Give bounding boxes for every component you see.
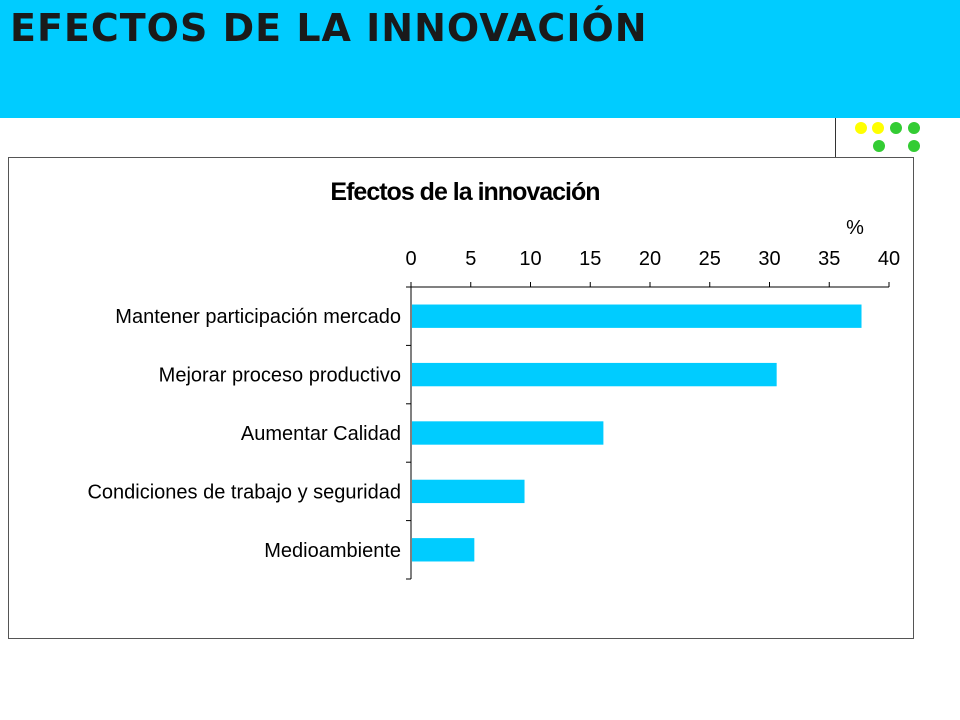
- x-tick-label: 20: [639, 248, 661, 270]
- x-tick-label: 10: [519, 248, 541, 270]
- x-tick-label: 30: [758, 248, 780, 270]
- decorative-dot: [855, 122, 867, 134]
- x-tick-label: 35: [818, 248, 840, 270]
- bar: [412, 421, 604, 445]
- decorative-dot: [908, 122, 920, 134]
- category-label: Medioambiente: [264, 540, 401, 562]
- x-tick-label: 25: [699, 248, 721, 270]
- x-tick-label: 40: [878, 248, 900, 270]
- category-label: Mantener participación mercado: [115, 306, 401, 328]
- bars-group: [412, 304, 862, 562]
- bar: [412, 479, 525, 504]
- axes-group: 0 5 10 15 20 25 30 35 40: [405, 248, 900, 580]
- decorative-dot: [890, 122, 902, 134]
- decorative-dot: [908, 140, 920, 152]
- x-tick-label: 0: [405, 248, 416, 270]
- title-banner: EFECTOS DE LA INNOVACIÓN: [0, 0, 960, 118]
- bar: [412, 362, 777, 387]
- chart-frame: Efectos de la innovación % 0 5 10 15 20 25 30 3…: [8, 157, 914, 639]
- category-labels-group: Mantener participación mercado Mejorar pr…: [87, 306, 401, 562]
- decorative-divider: [835, 118, 836, 158]
- x-tick-label: 5: [465, 248, 476, 270]
- category-label: Mejorar proceso productivo: [159, 365, 401, 387]
- bar: [412, 304, 862, 328]
- category-label: Aumentar Calidad: [241, 423, 401, 445]
- category-label: Condiciones de trabajo y seguridad: [87, 481, 401, 503]
- bar: [412, 538, 475, 562]
- bar-chart: Efectos de la innovación % 0 5 10 15 20 25 30 3…: [87, 178, 900, 580]
- slide-title: EFECTOS DE LA INNOVACIÓN: [10, 6, 648, 50]
- axis-unit-label: %: [846, 217, 864, 239]
- chart-title: Efectos de la innovación: [330, 178, 599, 206]
- decorative-dot: [873, 140, 885, 152]
- decorative-dot: [872, 122, 884, 134]
- x-tick-label: 15: [579, 248, 601, 270]
